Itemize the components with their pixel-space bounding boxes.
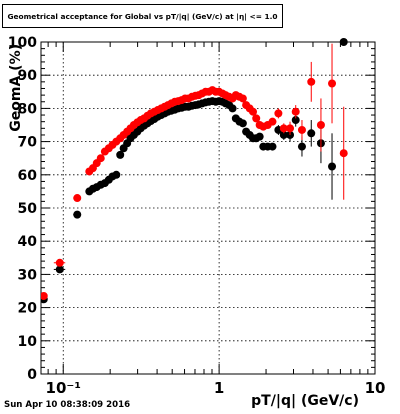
data-point — [286, 124, 295, 133]
data-point — [279, 130, 288, 139]
data-point — [291, 116, 300, 125]
y-tick-label: 10 — [18, 334, 38, 350]
data-point — [255, 132, 264, 141]
data-point — [112, 170, 121, 179]
y-tick-label: 50 — [18, 201, 38, 217]
data-point — [249, 107, 258, 116]
data-point — [339, 149, 348, 158]
chart-title-box: Geometrical acceptance for Global vs pT/… — [2, 4, 283, 28]
x-tick-label: 10 — [365, 379, 386, 397]
y-tick-label: 80 — [18, 101, 38, 117]
data-point — [297, 142, 306, 151]
data-point — [279, 124, 288, 133]
y-tick-label: 100 — [8, 35, 37, 51]
data-point — [307, 77, 316, 86]
data-point — [274, 109, 283, 118]
data-point — [73, 210, 82, 219]
x-tick-label: 10⁻¹ — [46, 379, 81, 397]
x-axis-title: pT/|q| (GeV/c) — [251, 393, 359, 409]
y-tick-label: 30 — [18, 267, 38, 283]
y-tick-label: 90 — [18, 68, 38, 84]
data-point — [328, 79, 337, 88]
data-point — [116, 150, 125, 159]
data-point — [252, 114, 261, 123]
y-tick-label: 70 — [18, 135, 38, 151]
data-point — [307, 129, 316, 138]
datestamp: Sun Apr 10 08:38:09 2016 — [4, 400, 131, 410]
data-point — [73, 194, 82, 203]
x-tick-label: 1 — [214, 379, 224, 397]
data-point — [297, 125, 306, 134]
y-tick-label: 0 — [27, 367, 37, 383]
data-point — [55, 265, 64, 274]
data-point — [268, 142, 277, 151]
plot-frame — [40, 41, 376, 375]
data-point — [268, 117, 277, 126]
y-tick-label: 20 — [18, 301, 38, 317]
y-tick-label: 60 — [18, 168, 38, 184]
chart-title: Geometrical acceptance for Global vs pT/… — [7, 11, 278, 21]
series-black — [41, 38, 348, 304]
data-point — [316, 121, 325, 129]
data-point — [339, 38, 348, 46]
y-axis-title: GeomA (%) — [8, 44, 24, 132]
data-point — [228, 104, 237, 113]
data-point — [328, 162, 337, 171]
data-point — [238, 119, 247, 128]
data-point — [291, 107, 300, 116]
data-point — [238, 94, 247, 103]
series-red — [41, 43, 348, 300]
data-point — [55, 258, 64, 267]
y-tick-label: 40 — [18, 234, 38, 250]
data-point — [41, 291, 48, 300]
data-point — [96, 154, 105, 163]
